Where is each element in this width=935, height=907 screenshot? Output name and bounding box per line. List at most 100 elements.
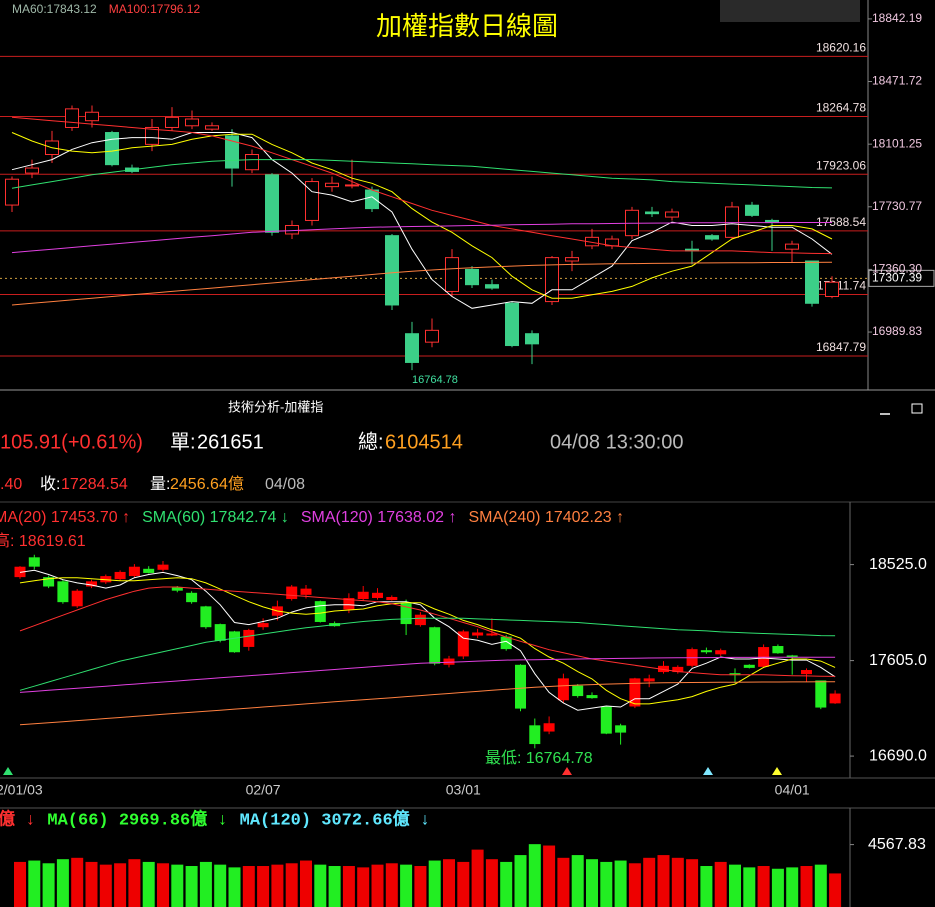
candle-body xyxy=(643,678,655,682)
volume-bar xyxy=(28,860,41,907)
candle-body xyxy=(515,664,526,709)
volume-bar xyxy=(600,861,613,907)
plot: 18620.16 18264.78 17923.06 17588.54 17211.74… xyxy=(0,41,935,371)
candle-body xyxy=(700,650,712,653)
volume-bar xyxy=(114,863,127,907)
volume-bar xyxy=(514,855,527,907)
signal-marker xyxy=(703,767,713,775)
candle-body xyxy=(815,680,827,708)
candle-body xyxy=(805,260,819,304)
chart-title: 加權指數日線圖 xyxy=(376,11,558,41)
volume-bar xyxy=(471,849,484,907)
candle-body xyxy=(143,568,155,573)
y-tick-label: 16690.0 xyxy=(869,747,927,764)
date: 04/08 xyxy=(265,476,305,493)
volume-bar xyxy=(786,867,799,907)
volume-bar xyxy=(686,859,699,907)
candle-body xyxy=(705,235,719,240)
candle-body xyxy=(205,125,219,130)
volume-bar xyxy=(628,863,641,907)
legend-entry: MA100:17796.12 xyxy=(109,2,201,16)
ma-line xyxy=(11,222,832,254)
volume-bar xyxy=(328,866,341,907)
legend-entry: MA(120) 3072.66億 ↓ xyxy=(240,808,430,830)
volume-value: 2456.64億 xyxy=(170,475,244,493)
y-tick-label: 4567.83 xyxy=(868,836,926,853)
candle-body xyxy=(425,329,439,343)
price-level-label: 17923.06 xyxy=(816,158,866,172)
candle-body xyxy=(543,723,555,732)
volume-bar xyxy=(14,861,26,907)
volume-bar xyxy=(185,866,198,907)
unit-value: 261651 xyxy=(197,431,264,453)
candle-body xyxy=(305,181,319,221)
total-label: 總: xyxy=(358,430,384,453)
y-tick-label: 17605.0 xyxy=(869,652,927,669)
candle-body xyxy=(145,126,159,145)
candle-body xyxy=(157,564,169,570)
candle-body xyxy=(665,211,679,218)
y-tick-label: 18101.25 xyxy=(872,136,922,150)
volume-bar xyxy=(643,857,656,907)
volume-bar xyxy=(71,857,84,907)
candle-body xyxy=(300,588,312,595)
candle-body xyxy=(365,189,379,210)
volume-bar xyxy=(242,866,255,907)
unit-label: 單: xyxy=(170,431,196,453)
candle-body xyxy=(285,225,299,235)
open-tail: .40 xyxy=(0,476,22,493)
candle-body xyxy=(629,678,641,707)
y-tick-label: 17730.77 xyxy=(872,199,922,213)
candle-body xyxy=(557,678,569,701)
maximize-button[interactable] xyxy=(911,403,923,414)
candle-body xyxy=(185,118,199,127)
volume-bar xyxy=(671,857,684,907)
candle-body xyxy=(772,646,784,654)
price-level-label: 17588.54 xyxy=(816,215,866,229)
candle-body xyxy=(186,592,198,603)
volume-bar xyxy=(814,864,827,907)
candle-body xyxy=(345,184,359,187)
candle-body xyxy=(400,603,412,625)
x-tick-label: 04/01 xyxy=(775,782,810,798)
candle-body xyxy=(171,587,183,591)
volume-bar xyxy=(271,864,284,907)
volume-bar xyxy=(257,866,270,907)
volume-bar xyxy=(586,859,598,907)
candle-body xyxy=(5,178,19,206)
volume-bar xyxy=(128,859,141,907)
volume-bar xyxy=(443,859,455,907)
candle-body xyxy=(572,685,584,697)
total-value: 6104514 xyxy=(385,431,463,453)
candle-body xyxy=(57,581,69,603)
candle-body xyxy=(200,606,212,628)
volume-bar xyxy=(800,866,813,907)
candle-body xyxy=(372,592,383,598)
volume-bar xyxy=(171,864,184,907)
volume-bar xyxy=(342,866,355,907)
candle-body xyxy=(457,631,469,657)
volume-bar xyxy=(571,855,584,907)
window-title: 技術分析-加權指 xyxy=(228,399,323,414)
candle-body xyxy=(465,268,479,286)
candle-body xyxy=(745,204,759,216)
candle-body xyxy=(325,182,339,188)
signal-marker xyxy=(3,767,13,775)
volume-bar xyxy=(199,861,212,907)
candle-body xyxy=(586,695,598,699)
y-tick-label: 16989.83 xyxy=(872,324,922,338)
ma-line xyxy=(19,617,836,691)
volume-bar xyxy=(85,861,98,907)
volume-bar xyxy=(142,861,155,907)
candle-body xyxy=(600,706,612,734)
volume-bar xyxy=(743,867,756,907)
candle-body xyxy=(357,591,369,600)
candle-body xyxy=(500,636,512,650)
volume-bar xyxy=(543,845,556,907)
candle-body xyxy=(265,174,279,233)
ma-line xyxy=(11,132,833,299)
candle-body xyxy=(71,590,83,607)
last-price-box xyxy=(868,269,935,287)
